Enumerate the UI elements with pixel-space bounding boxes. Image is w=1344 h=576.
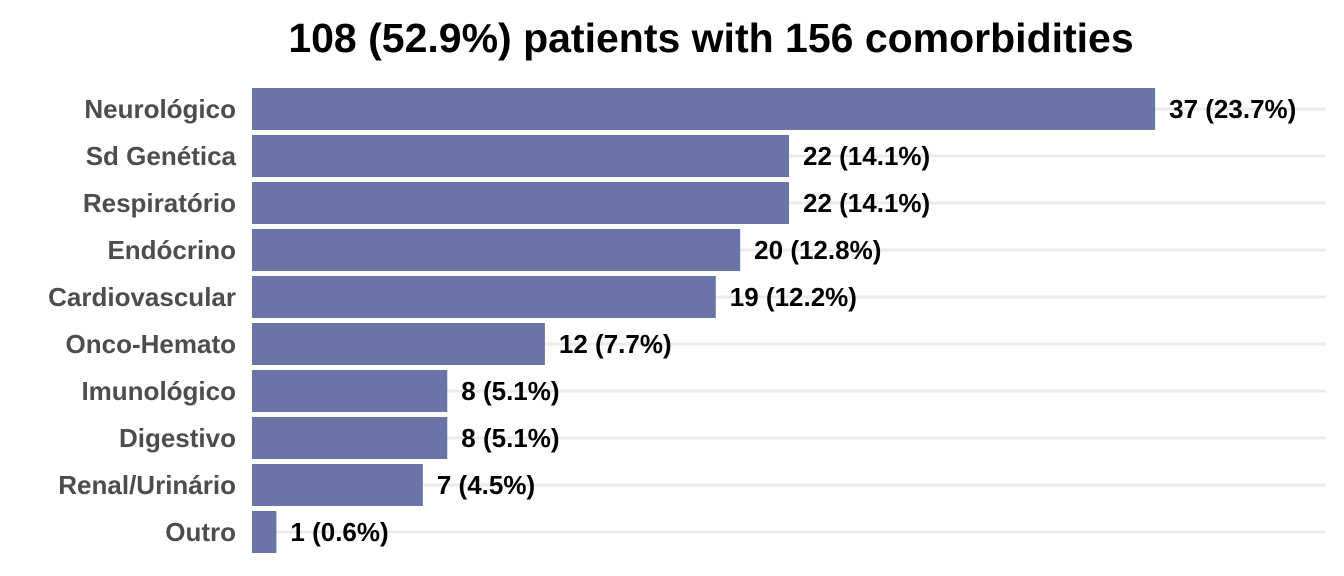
- bar: [252, 229, 741, 271]
- bar-value-label: 20 (12.8%): [754, 235, 881, 265]
- bar-value-label: 37 (23.7%): [1169, 94, 1296, 124]
- category-label: Endócrino: [107, 235, 236, 265]
- bar-value-label: 8 (5.1%): [461, 376, 559, 406]
- category-label: Digestivo: [119, 423, 236, 453]
- category-label: Neurológico: [84, 94, 236, 124]
- bar: [252, 370, 448, 412]
- category-label: Respiratório: [83, 188, 236, 218]
- bar: [252, 276, 716, 318]
- category-label: Renal/Urinário: [58, 470, 236, 500]
- bar: [252, 88, 1156, 130]
- category-label: Outro: [165, 517, 236, 547]
- bar-value-label: 22 (14.1%): [803, 141, 930, 171]
- bar-value-label: 7 (4.5%): [437, 470, 535, 500]
- category-label: Imunológico: [81, 376, 236, 406]
- category-label: Cardiovascular: [48, 282, 236, 312]
- label-layer: Neurológico 37 (23.7%) Sd Genética 22 (14.1…: [48, 94, 1296, 547]
- chart-title: 108 (52.9%) patients with 156 comorbidit…: [288, 15, 1133, 61]
- bar: [252, 417, 448, 459]
- bar-value-label: 12 (7.7%): [559, 329, 672, 359]
- bar: [252, 135, 789, 177]
- bar-value-label: 8 (5.1%): [461, 423, 559, 453]
- bar: [252, 323, 545, 365]
- bar-value-label: 1 (0.6%): [290, 517, 388, 547]
- bar: [252, 464, 423, 506]
- category-label: Sd Genética: [86, 141, 237, 171]
- category-label: Onco-Hemato: [66, 329, 236, 359]
- bar: [252, 511, 277, 553]
- bar-value-label: 19 (12.2%): [730, 282, 857, 312]
- bar-layer: [252, 88, 1156, 553]
- bar-value-label: 22 (14.1%): [803, 188, 930, 218]
- bar: [252, 182, 789, 224]
